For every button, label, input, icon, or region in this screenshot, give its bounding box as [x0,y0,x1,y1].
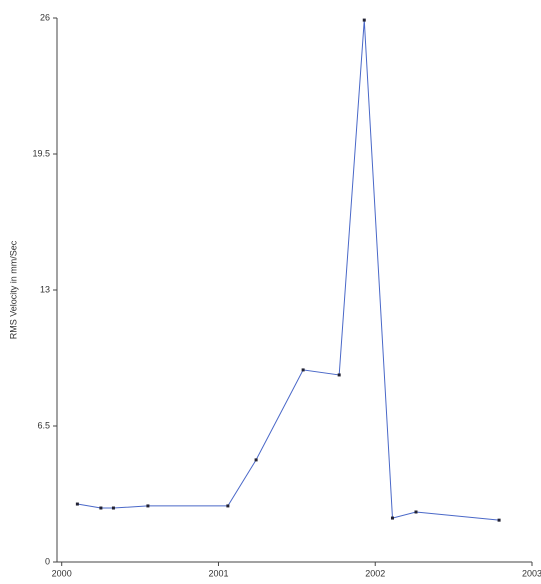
point [226,504,230,508]
x-tick-label: 2000 [52,568,72,578]
point [99,506,103,510]
y-tick-label: 13 [40,284,50,294]
point [111,506,115,510]
point [75,502,79,506]
y-tick-label: 6.5 [37,420,50,430]
x-tick-label: 2001 [208,568,228,578]
x-tick-label: 2002 [365,568,385,578]
point [146,504,150,508]
point [254,458,258,462]
point [390,516,394,520]
y-tick-label: 0 [45,556,50,566]
point [497,518,501,522]
point [414,510,418,514]
y-tick-label: 19.5 [32,148,50,158]
series-line [77,20,500,521]
y-tick-label: 26 [40,12,50,22]
point [301,368,305,372]
x-tick-label: 2003 [522,568,541,578]
point [337,373,341,377]
point [362,18,366,22]
y-axis-label: RMS Velocity in mm/Sec [8,240,18,339]
